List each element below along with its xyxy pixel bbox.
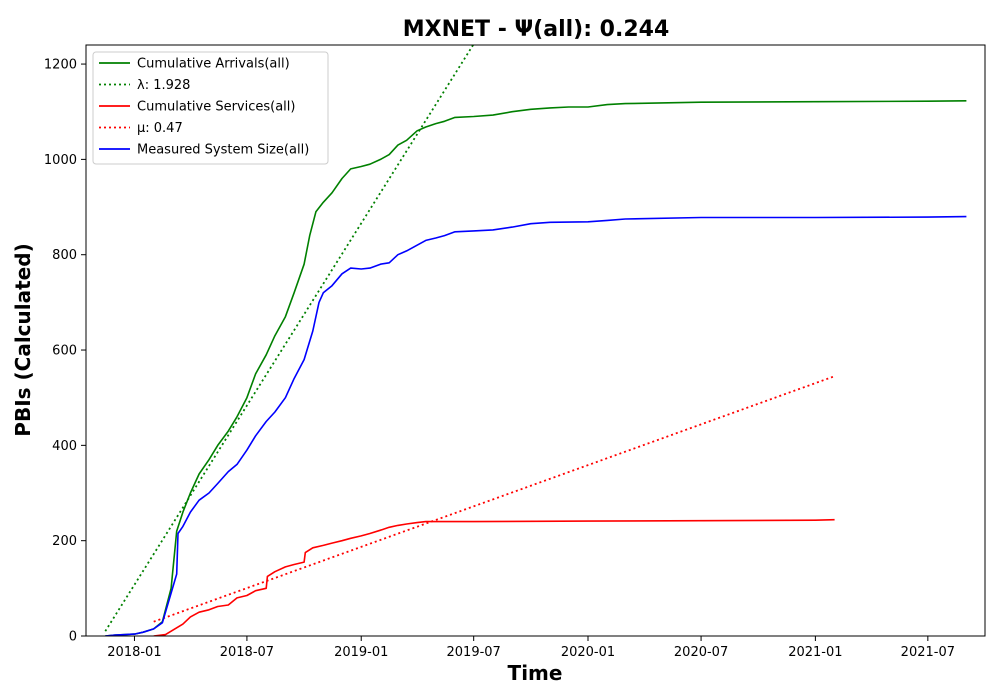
series-line-0 — [105, 100, 967, 636]
x-tick-label: 2021-01 — [788, 645, 842, 660]
plot-area — [85, 44, 986, 637]
y-tick-label: 200 — [52, 534, 77, 549]
x-tick-label: 2021-07 — [901, 645, 955, 660]
legend-label: Cumulative Arrivals(all) — [137, 57, 290, 72]
x-axis: 2018-01 2018-07 2019-01 2019-07 2020-01 2020-… — [107, 636, 955, 660]
series-line-2 — [153, 518, 835, 636]
x-tick-label: 2018-07 — [220, 645, 274, 660]
x-axis-label: Time — [508, 661, 563, 685]
y-tick-label: 400 — [52, 439, 77, 454]
series-line-1 — [104, 45, 474, 632]
legend-box — [92, 51, 329, 165]
y-tick-label: 1000 — [44, 153, 77, 168]
chart-title: MXNET - Ψ(all): 0.244 — [403, 17, 670, 42]
x-tick-label: 2018-01 — [107, 645, 161, 660]
legend-label: Cumulative Services(all) — [137, 100, 295, 115]
y-tick-label: 600 — [52, 344, 77, 359]
x-tick-label: 2019-07 — [447, 645, 501, 660]
plot-frame — [85, 44, 986, 637]
x-tick-label: 2020-01 — [561, 645, 615, 660]
y-tick-label: 0 — [69, 630, 77, 645]
x-tick-label: 2019-01 — [334, 645, 388, 660]
legend: Cumulative Arrivals(all) λ: 1.928 Cumulati… — [92, 51, 329, 165]
x-tick-label: 2020-07 — [674, 645, 728, 660]
legend-label: λ: 1.928 — [137, 78, 190, 93]
legend-label: Measured System Size(all) — [137, 143, 309, 158]
y-tick-label: 1200 — [44, 58, 77, 73]
series-line-3 — [153, 375, 835, 623]
legend-label: μ: 0.47 — [137, 121, 183, 136]
series-line-4 — [105, 215, 967, 636]
y-axis-label: PBIs (Calculated) — [11, 243, 35, 436]
series-layer — [104, 45, 967, 636]
y-axis: 0 200 400 600 800 1000 1200 — [44, 58, 86, 645]
y-tick-label: 800 — [52, 248, 77, 263]
